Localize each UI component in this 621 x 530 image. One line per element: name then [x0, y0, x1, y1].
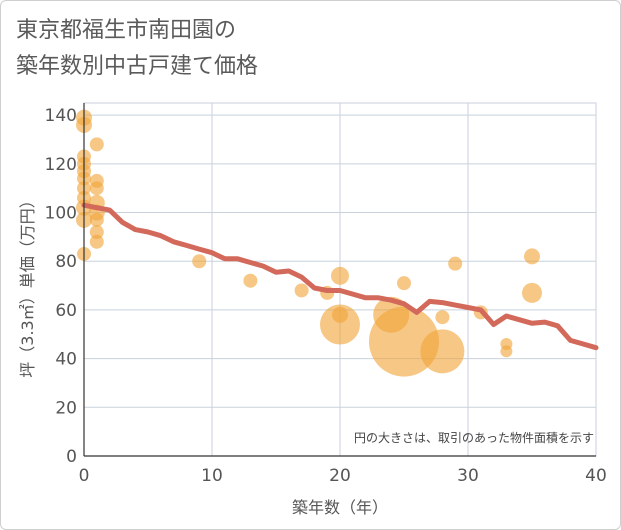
size-note: 円の大きさは、取引のあった物件面積を示す [354, 430, 594, 445]
y-tick-label: 60 [55, 301, 77, 321]
data-bubble [243, 273, 258, 288]
data-bubble [89, 181, 104, 196]
data-bubble [89, 137, 104, 152]
x-tick-label: 40 [585, 466, 607, 486]
title-line-1: 東京都福生市南田園の [16, 18, 237, 43]
chart-title: 東京都福生市南田園の 築年数別中古戸建て価格 [16, 13, 258, 85]
y-tick-label: 120 [45, 155, 77, 175]
y-tick-label: 40 [55, 350, 77, 370]
data-bubble [320, 304, 360, 345]
data-bubble [524, 248, 540, 265]
bubble-series [76, 109, 542, 377]
average-trend-line [81, 202, 599, 351]
trend-line-series [81, 202, 599, 351]
data-bubble [192, 254, 207, 269]
x-tick-label: 0 [79, 466, 90, 486]
data-bubble [397, 276, 411, 291]
data-bubble [369, 306, 439, 377]
y-axis-label: 坪（3.3㎡）単価（万円） [18, 192, 37, 377]
data-bubble [294, 283, 309, 298]
title-line-2: 築年数別中古戸建て価格 [16, 54, 259, 79]
x-tick-label: 10 [201, 466, 223, 486]
y-tick-label: 80 [55, 252, 77, 272]
data-bubble [522, 282, 542, 303]
x-axis-label: 築年数（年） [292, 498, 388, 517]
data-bubble [500, 345, 513, 358]
x-tick-label: 30 [457, 466, 479, 486]
y-tick-label: 20 [55, 398, 77, 418]
data-bubble [89, 234, 104, 249]
data-bubble [89, 212, 104, 227]
data-bubble [448, 256, 463, 271]
data-bubble [435, 310, 450, 325]
data-bubble [89, 225, 104, 240]
x-tick-label: 20 [329, 466, 351, 486]
data-bubble [331, 266, 349, 285]
y-tick-label: 0 [66, 447, 77, 467]
y-tick-label: 140 [45, 106, 77, 126]
y-tick-label: 100 [45, 204, 77, 224]
axes: 0 20 40 60 80 100 120 140 0 10 20 30 40 [45, 103, 607, 486]
data-bubble [420, 329, 465, 374]
